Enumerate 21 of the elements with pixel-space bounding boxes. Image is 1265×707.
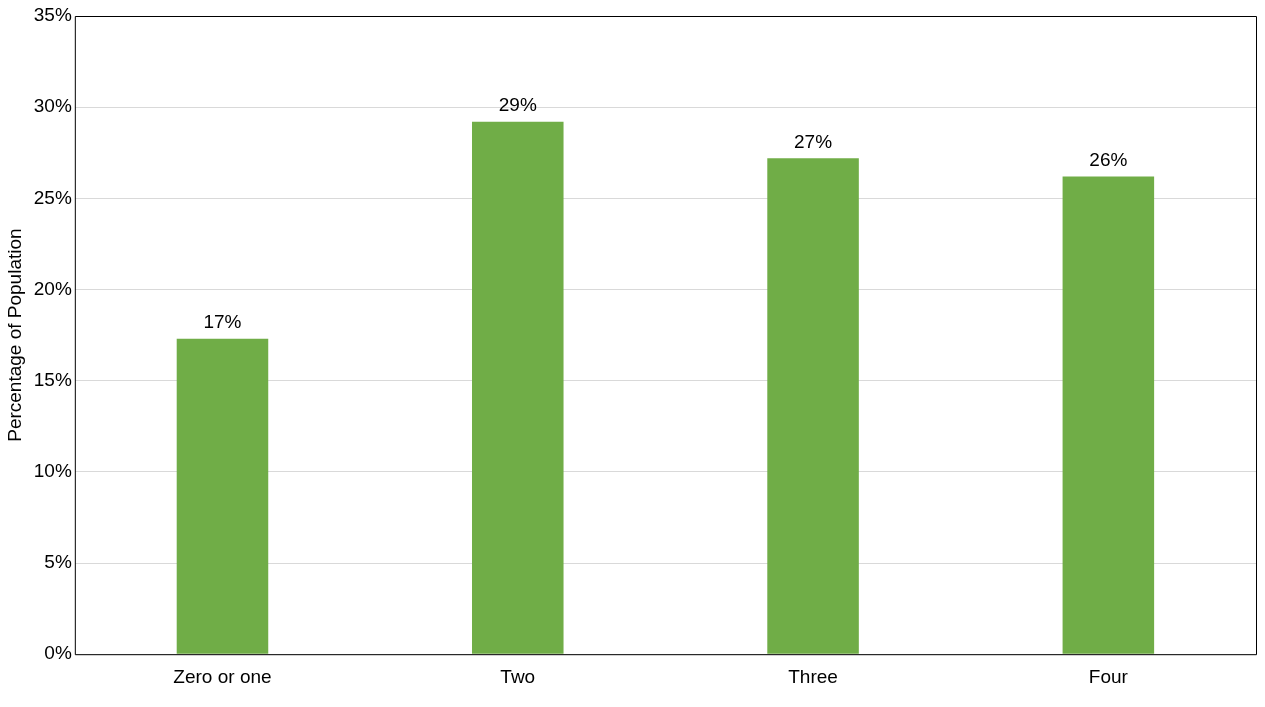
y-tick-label: 15% xyxy=(33,368,72,390)
data-label: 29% xyxy=(498,94,537,116)
y-tick-label: 25% xyxy=(33,186,72,208)
data-label: 27% xyxy=(794,130,833,152)
y-tick-label: 10% xyxy=(33,460,72,482)
bar xyxy=(472,121,564,654)
x-tick-label: Three xyxy=(788,665,838,687)
data-label: 17% xyxy=(203,311,242,333)
x-tick-label: Two xyxy=(500,665,536,687)
data-label: 26% xyxy=(1089,149,1128,171)
bar xyxy=(767,158,859,654)
x-tick-label: Four xyxy=(1088,665,1129,687)
y-tick-label: 20% xyxy=(33,277,72,299)
y-axis-title: Percentage of Population xyxy=(3,228,25,442)
bar xyxy=(1062,176,1155,654)
bar xyxy=(176,338,269,654)
y-tick-label: 30% xyxy=(33,95,72,117)
y-tick-label: 5% xyxy=(44,551,72,573)
y-tick-label: 0% xyxy=(44,642,72,664)
y-tick-label: 35% xyxy=(33,4,72,26)
x-tick-label: Zero or one xyxy=(173,665,272,687)
